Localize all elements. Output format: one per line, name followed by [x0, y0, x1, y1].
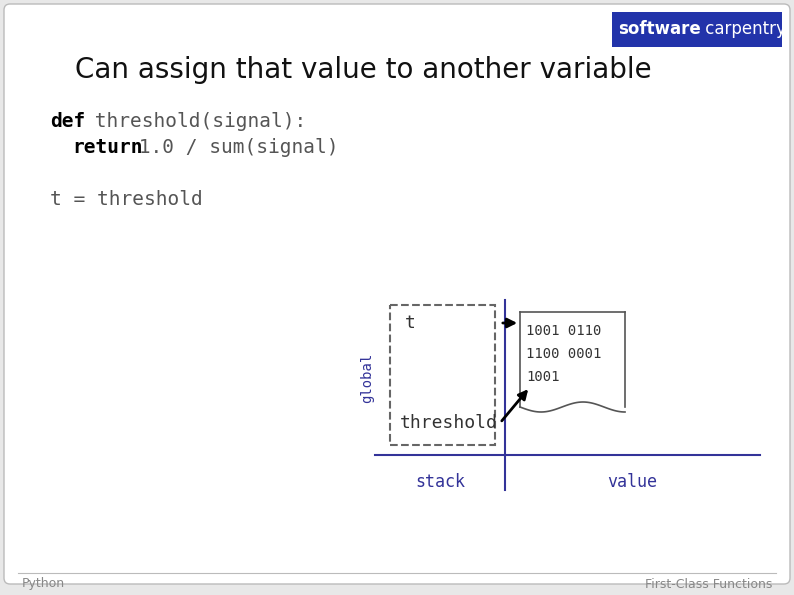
Text: def: def	[50, 112, 85, 131]
Text: threshold(signal):: threshold(signal):	[83, 112, 306, 131]
Text: global: global	[360, 352, 374, 403]
Text: 1001: 1001	[526, 370, 560, 384]
Text: 1001 0110: 1001 0110	[526, 324, 601, 338]
Text: 1.0 / sum(signal): 1.0 / sum(signal)	[127, 138, 338, 157]
Text: Python: Python	[22, 578, 65, 590]
Text: carpentry: carpentry	[700, 20, 786, 39]
FancyBboxPatch shape	[612, 12, 782, 47]
Text: value: value	[607, 473, 657, 491]
Text: t = threshold: t = threshold	[50, 190, 202, 209]
Text: Can assign that value to another variable: Can assign that value to another variabl…	[75, 56, 652, 84]
Text: First-Class Functions: First-Class Functions	[645, 578, 772, 590]
Text: 1100 0001: 1100 0001	[526, 347, 601, 361]
Text: t: t	[405, 314, 416, 332]
Text: stack: stack	[415, 473, 465, 491]
Text: threshold: threshold	[400, 414, 498, 432]
Text: software: software	[618, 20, 701, 39]
FancyBboxPatch shape	[4, 4, 790, 584]
Text: return: return	[72, 138, 142, 157]
